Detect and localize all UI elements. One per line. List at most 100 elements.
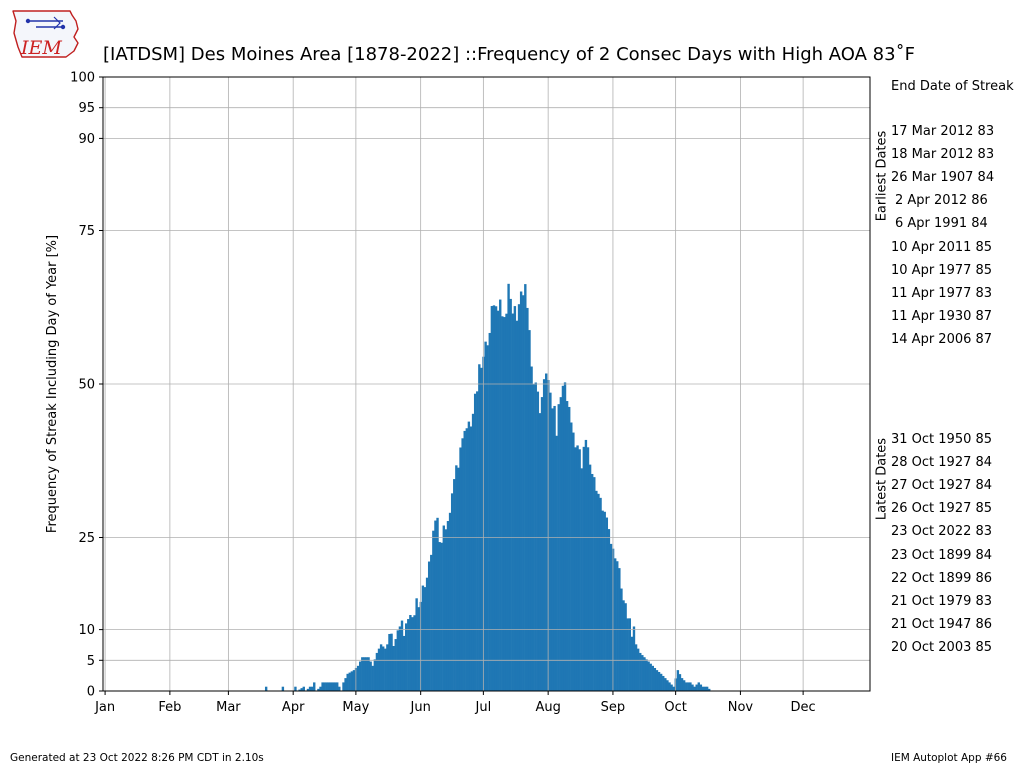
bar — [572, 432, 575, 691]
bar — [459, 447, 462, 691]
bar — [398, 626, 402, 691]
y-axis-label: Frequency of Streak Including Day of Yea… — [45, 235, 60, 533]
bar — [574, 447, 577, 691]
bar — [361, 657, 364, 691]
bar — [603, 511, 606, 691]
bar — [465, 428, 468, 691]
bar — [338, 686, 341, 691]
bar — [522, 295, 525, 691]
bar — [407, 619, 410, 691]
bar — [359, 661, 362, 691]
generated-footer: Generated at 23 Oct 2022 8:26 PM CDT in … — [10, 752, 264, 764]
bar — [601, 510, 604, 691]
bar — [649, 663, 652, 691]
bar — [371, 665, 374, 691]
bar — [693, 686, 696, 691]
bar — [484, 341, 487, 691]
bar — [432, 530, 435, 691]
bar — [565, 401, 569, 691]
bar — [369, 661, 372, 691]
bar — [434, 520, 437, 691]
streak-date-entry: 23 Oct 2022 83 — [891, 524, 993, 540]
bar — [306, 688, 310, 691]
bar — [331, 682, 335, 691]
streak-date-entry: 11 Apr 1977 83 — [891, 285, 993, 301]
bar — [580, 468, 583, 691]
bar — [442, 525, 445, 691]
bar — [390, 633, 393, 691]
bar — [503, 317, 506, 691]
bar — [488, 332, 491, 691]
bar — [298, 689, 301, 691]
bar — [327, 682, 331, 691]
bar — [540, 397, 544, 691]
streak-date-entry: 22 Oct 1899 86 — [891, 570, 993, 586]
y-tick-label: 75 — [78, 224, 95, 239]
bar — [524, 284, 527, 691]
bar — [446, 521, 450, 691]
bar — [678, 674, 682, 691]
latest-dates-label: Latest Dates — [874, 437, 890, 521]
bar — [570, 422, 573, 691]
bar — [668, 682, 671, 691]
bar — [382, 646, 385, 691]
x-tick-label: Dec — [791, 700, 816, 715]
bar — [384, 648, 387, 691]
bar — [400, 620, 404, 691]
bar — [310, 686, 314, 691]
earliest-dates-label: Earliest Dates — [874, 130, 890, 222]
streak-date-entry: 20 Oct 2003 85 — [891, 639, 993, 655]
bar — [467, 421, 471, 691]
bar — [373, 659, 377, 691]
bar — [626, 618, 629, 691]
bar — [302, 686, 305, 691]
bar — [365, 657, 368, 691]
x-tick-label: May — [342, 700, 369, 715]
bar — [632, 626, 636, 691]
streak-date-entry: 18 Mar 2012 83 — [891, 147, 995, 163]
bar — [695, 684, 698, 691]
bar — [549, 392, 552, 691]
bar — [513, 306, 517, 691]
streak-date-entry: 31 Oct 1950 85 — [891, 432, 993, 447]
streak-date-entry: 26 Oct 1927 85 — [891, 501, 993, 517]
bar — [620, 588, 623, 691]
bar — [616, 561, 619, 691]
bar — [427, 561, 431, 691]
bar — [507, 283, 510, 691]
bar — [496, 310, 500, 691]
bar — [319, 686, 322, 691]
bar — [624, 603, 627, 691]
bar — [639, 652, 642, 691]
bar — [308, 686, 312, 691]
bar — [699, 684, 703, 691]
bar — [476, 391, 479, 691]
bar — [553, 405, 556, 691]
bar — [342, 682, 345, 691]
bar — [515, 320, 519, 691]
bar — [628, 618, 631, 691]
bar — [605, 517, 609, 691]
bar — [455, 465, 458, 691]
bar — [438, 542, 441, 691]
streak-date-entry: 17 Mar 2012 83 — [891, 124, 995, 139]
bar — [647, 661, 650, 691]
bar — [584, 439, 588, 691]
bar — [413, 615, 416, 691]
bar — [653, 667, 657, 691]
bar — [597, 493, 600, 691]
bar — [392, 646, 395, 691]
bar — [591, 473, 594, 691]
x-tick-label: Jul — [475, 700, 492, 715]
streak-date-entry: 21 Oct 1979 83 — [891, 593, 993, 609]
bar — [659, 673, 663, 691]
bar — [685, 682, 688, 691]
y-tick-label: 25 — [78, 531, 95, 546]
bar — [363, 657, 366, 691]
bar — [409, 615, 412, 691]
x-tick-label: Aug — [535, 700, 560, 715]
bar — [634, 644, 638, 691]
bar — [682, 680, 686, 691]
bar — [264, 686, 268, 691]
bar — [651, 665, 654, 691]
